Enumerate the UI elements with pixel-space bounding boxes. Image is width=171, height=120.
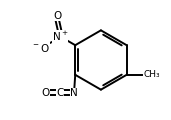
Text: $^-$O: $^-$O — [31, 42, 50, 54]
Text: C: C — [56, 88, 63, 98]
Text: O: O — [41, 88, 50, 98]
Text: O: O — [53, 11, 62, 21]
Text: N: N — [70, 88, 78, 98]
Text: CH₃: CH₃ — [143, 70, 160, 79]
Text: N$^+$: N$^+$ — [51, 30, 68, 43]
